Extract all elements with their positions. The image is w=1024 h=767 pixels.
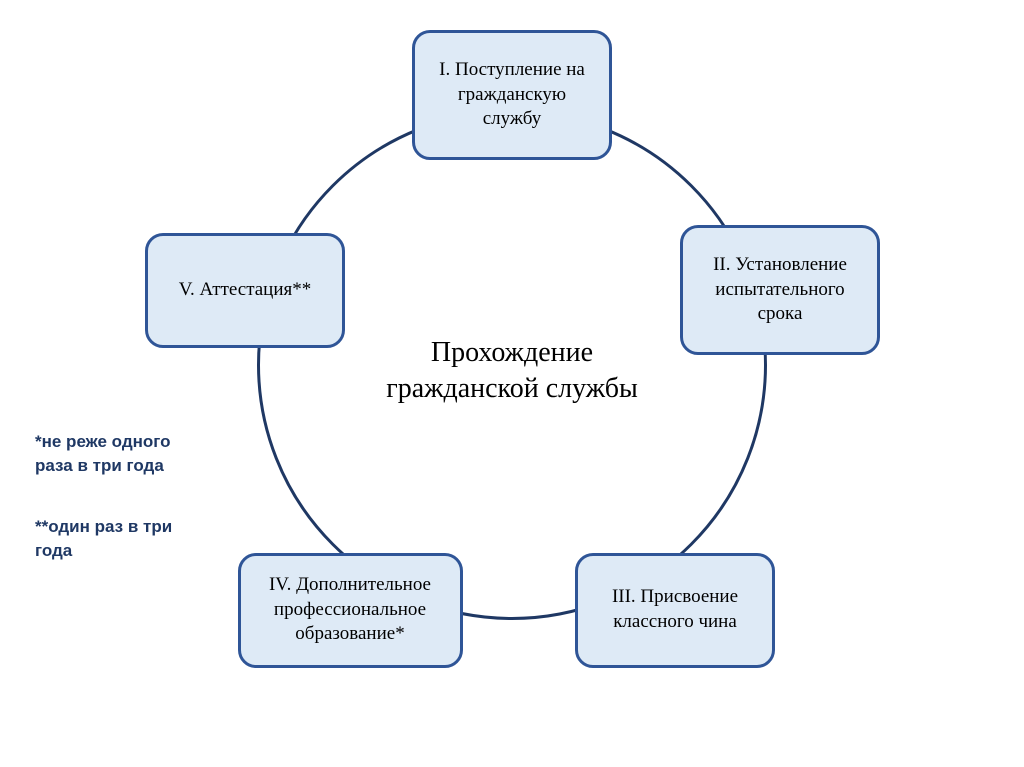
footnote-1: *не реже одного раза в три года [35, 430, 175, 478]
footnote-2-text: **один раз в три года [35, 517, 172, 560]
node-1: I. Поступление на гражданскую службу [412, 30, 612, 160]
footnote-1-text: *не реже одного раза в три года [35, 432, 171, 475]
node-2-label: II. Установление испытательного срока [697, 253, 863, 327]
footnote-2: **один раз в три года [35, 515, 175, 563]
center-title-text: Прохождение гражданской службы [386, 337, 638, 404]
node-5: V. Аттестация** [145, 233, 345, 348]
node-1-label: I. Поступление на гражданскую службу [429, 58, 595, 132]
node-4: IV. Дополнительное профессиональное обра… [238, 553, 463, 668]
node-2: II. Установление испытательного срока [680, 225, 880, 355]
node-3: III. Присвоение классного чина [575, 553, 775, 668]
node-5-label: V. Аттестация** [179, 278, 312, 303]
node-4-label: IV. Дополнительное профессиональное обра… [255, 573, 446, 647]
center-title: Прохождение гражданской службы [352, 335, 672, 408]
node-3-label: III. Присвоение классного чина [592, 585, 758, 634]
